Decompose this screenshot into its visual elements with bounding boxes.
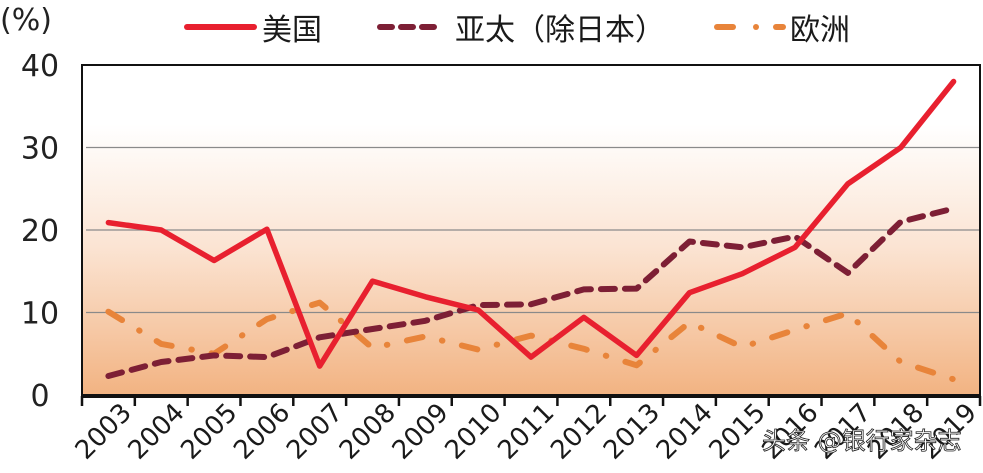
x-tick-label: 2008 [334,398,402,466]
x-tick-label: 2005 [175,398,243,466]
legend-item-europe: 欧洲 [714,13,850,48]
x-tick-label: 2011 [492,398,560,466]
x-tick-label: 2013 [598,398,666,466]
series-line-europe [105,299,957,383]
x-tick-label: 2012 [545,398,613,466]
legend-dot-icon [753,24,759,30]
legend-label-usa: 美国 [262,13,322,48]
y-axis-unit-label: (%) [0,3,52,38]
series-line-usa [105,78,957,369]
y-tick-label: 10 [21,297,59,332]
x-tick-label: 2007 [281,398,349,466]
x-tick-label: 2006 [228,398,296,466]
watermark: 头条 @银行家杂志 [762,427,962,455]
x-tick-label: 2014 [651,398,719,466]
y-tick-label: 0 [30,379,49,414]
x-tick-label: 2009 [387,398,455,466]
y-tick-label: 30 [21,132,59,167]
series-layer [105,78,957,383]
legend-item-apac: 亚太（除日本） [377,13,665,48]
legend: 美国 亚太（除日本） 欧洲 [184,13,850,48]
legend-item-usa: 美国 [184,13,322,48]
y-tick-label: 40 [21,49,59,84]
x-tick-label: 2004 [123,398,191,466]
legend-label-apac: 亚太（除日本） [455,13,665,48]
gridlines [86,146,980,314]
series-line-apac-ex-japan [105,205,957,379]
x-tick-label: 2003 [70,398,138,466]
x-tick-label: 2010 [440,398,508,466]
y-axis-labels: 0 10 20 30 40 [21,49,59,414]
legend-label-europe: 欧洲 [790,13,850,48]
y-tick-label: 20 [21,214,59,249]
x-axis-ticks [80,396,982,406]
